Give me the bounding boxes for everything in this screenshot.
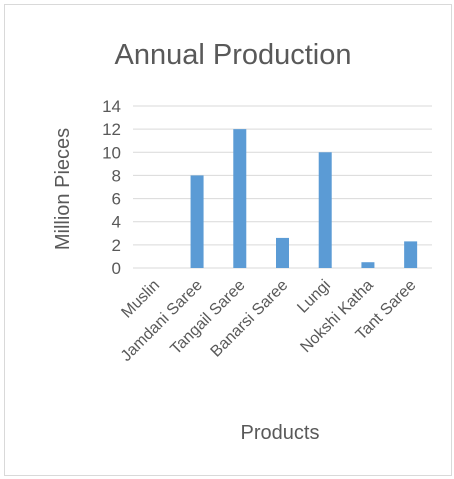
x-axis-title: Products: [241, 422, 320, 444]
y-tick-label: 10: [102, 143, 121, 162]
y-tick-label: 4: [112, 213, 121, 232]
y-tick-label: 12: [102, 120, 121, 139]
y-tick-label: 2: [112, 236, 121, 255]
bar-tangail-saree: [233, 129, 247, 268]
bar-lungi: [318, 152, 332, 268]
bars: [190, 129, 418, 268]
gridlines: [133, 105, 432, 269]
chart-title: Annual Production: [115, 39, 352, 71]
x-tick-label: Lungi: [294, 277, 334, 317]
chart-frame: [4, 4, 452, 476]
bar-banarsi-saree: [276, 237, 289, 268]
y-tick-label: 6: [112, 190, 121, 209]
y-tick-label: 14: [102, 97, 121, 116]
y-axis-ticks: 0 2 4 6 8 10 12 14: [102, 97, 121, 278]
y-axis-title: Million Pieces: [52, 128, 74, 250]
y-tick-label: 8: [112, 166, 121, 185]
x-tick-label: Banarsi Saree: [208, 277, 292, 361]
y-tick-label: 0: [112, 259, 121, 278]
x-tick-label: Tangail Saree: [167, 277, 248, 358]
bar-tant-saree: [404, 241, 418, 268]
bar-jamdani-saree: [190, 175, 204, 268]
bar-nokshi-katha: [361, 262, 375, 268]
